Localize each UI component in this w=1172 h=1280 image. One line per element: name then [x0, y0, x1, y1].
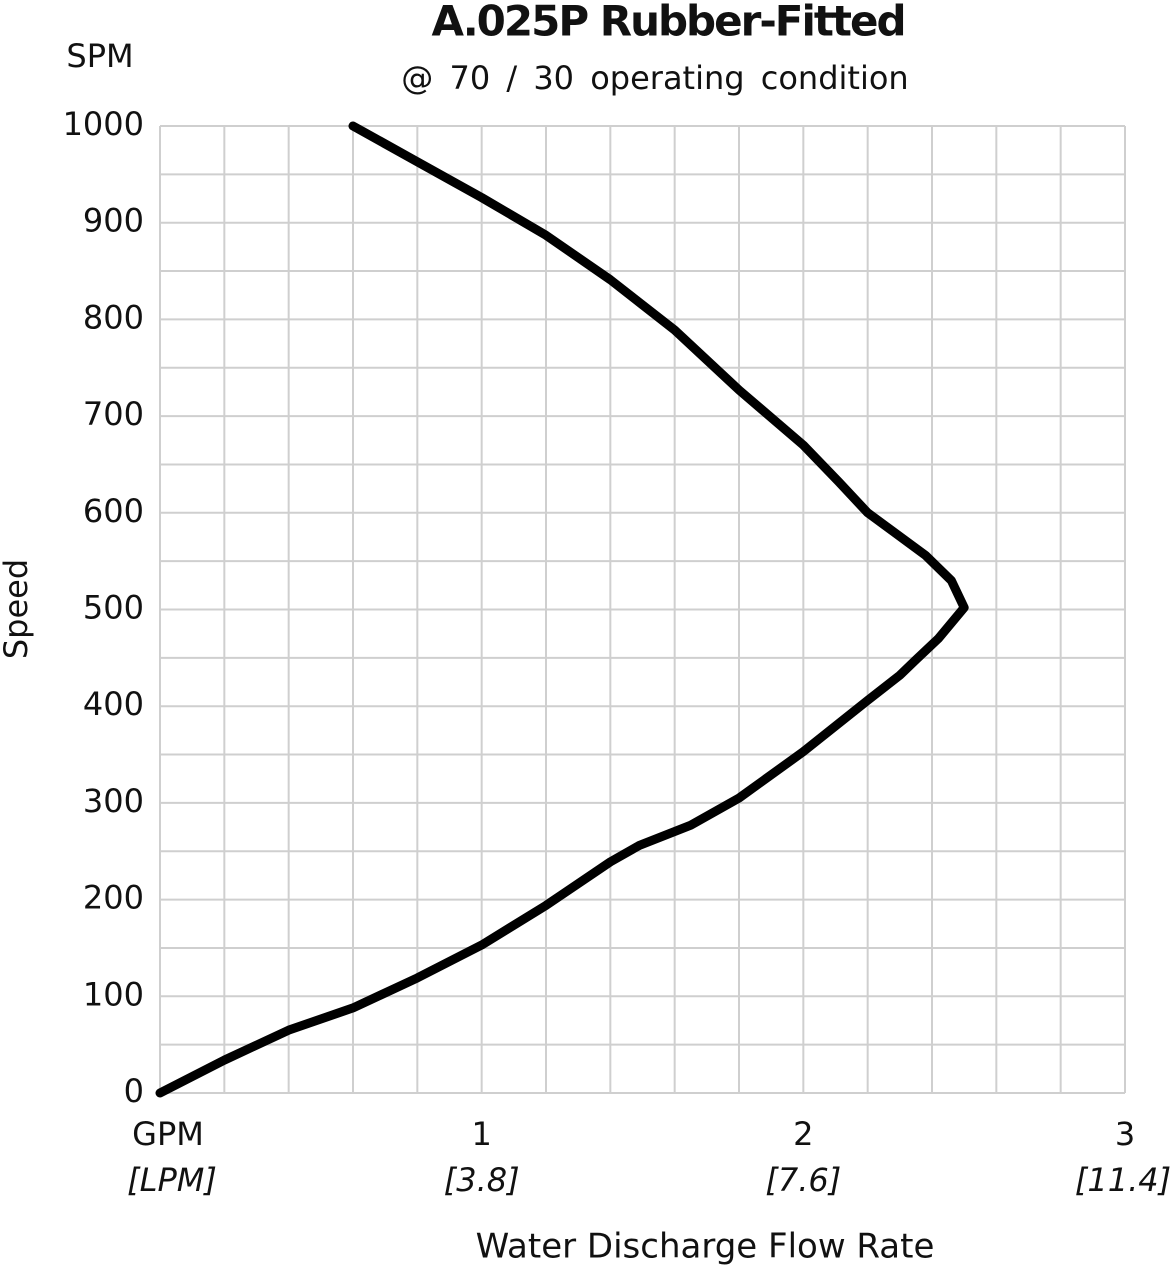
x-tick-label-lpm: [3.8] [444, 1161, 520, 1199]
x-tick-label: GPM [132, 1115, 204, 1153]
y-tick-label: 700 [83, 395, 144, 433]
y-tick-label: 900 [83, 202, 144, 240]
y-unit: SPM [66, 37, 133, 75]
x-tick-label: 3 [1115, 1115, 1135, 1153]
y-axis-label: Speed [0, 559, 35, 659]
y-tick-label: 0 [124, 1072, 144, 1110]
x-tick-label-lpm: [7.6] [765, 1161, 841, 1199]
y-tick-label: 100 [83, 975, 144, 1013]
y-tick-label: 800 [83, 298, 144, 336]
chart-title: A.025P Rubber-Fitted [431, 0, 904, 46]
line-series [155, 121, 969, 1098]
chart-subtitle: @ 70 / 30 operating condition [401, 59, 908, 97]
x-axis-label: Water Discharge Flow Rate [476, 1227, 935, 1267]
y-tick-label: 300 [83, 782, 144, 820]
y-tick-label: 600 [83, 492, 144, 530]
x-tick-label-lpm: [LPM] [127, 1161, 217, 1199]
x-tick-label-lpm: [11.4] [1075, 1161, 1171, 1199]
y-tick-label: 400 [83, 685, 144, 723]
y-tick-label: 1000 [63, 105, 144, 143]
x-tick-label: 2 [793, 1115, 813, 1153]
y-tick-label: 200 [83, 879, 144, 917]
y-tick-label: 500 [83, 589, 144, 627]
x-tick-label: 1 [471, 1115, 491, 1153]
